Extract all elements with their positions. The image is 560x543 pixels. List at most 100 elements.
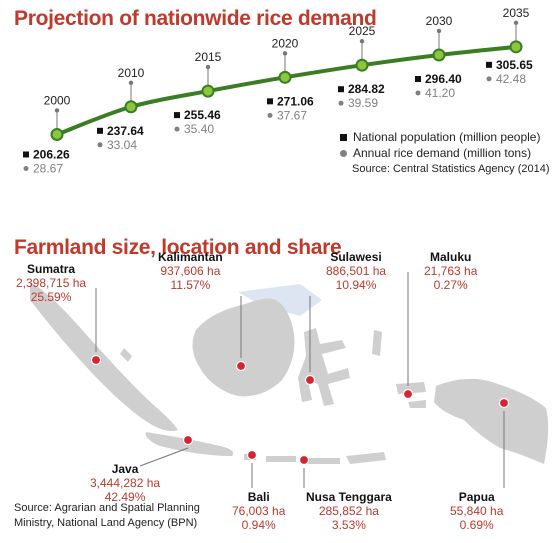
demand-marker	[267, 112, 273, 118]
data-point	[201, 84, 215, 98]
region-share: 10.94%	[335, 278, 377, 292]
demand-marker	[174, 126, 180, 132]
data-point	[509, 40, 523, 54]
demand-value: 35.40	[184, 122, 214, 136]
chart-source: Source: Central Statistics Agency (2014)	[352, 163, 550, 175]
indonesia-map	[30, 282, 549, 464]
demand-marker	[486, 76, 492, 82]
year-leader-dot	[436, 28, 442, 34]
data-point	[124, 100, 138, 114]
population-marker	[338, 86, 344, 93]
year-leader-dot	[282, 51, 288, 56]
map-title: Farmland size, location and share	[14, 236, 342, 259]
data-point	[355, 58, 369, 72]
data-point	[432, 48, 446, 62]
region-dot	[246, 449, 258, 461]
region-label: Maluku 21,763 ha 0.27%	[424, 250, 477, 292]
region-share: 0.94%	[241, 518, 276, 532]
population-value: 305.65	[496, 58, 533, 72]
year-leader-dot	[513, 20, 519, 26]
population-marker	[415, 75, 421, 82]
region-dot	[498, 397, 510, 409]
region-label: Sumatra 2,398,715 ha 25.59%	[16, 262, 86, 304]
dot-marker-icon	[340, 150, 347, 158]
year-label: 2030	[426, 14, 453, 28]
population-value: 296.40	[425, 72, 462, 86]
region-name: Maluku	[430, 250, 472, 264]
year-label: 2000	[44, 93, 71, 107]
year-leader-dot	[359, 39, 365, 44]
region-label: Papua 55,840 ha 0.69%	[450, 490, 503, 532]
region-label: Nusa Tenggara 285,852 ha 3.53%	[306, 490, 392, 532]
region-label: Bali 76,003 ha 0.94%	[232, 490, 285, 532]
legend-population: National population (million people)	[340, 130, 540, 144]
region-name: Papua	[458, 490, 495, 504]
demand-marker	[23, 165, 29, 171]
demand-value: 42.48	[496, 72, 526, 86]
square-marker-icon	[340, 134, 347, 142]
population-marker	[174, 112, 180, 119]
demand-value: 28.67	[33, 161, 63, 175]
population-marker	[267, 98, 273, 105]
sumatra-island	[30, 282, 178, 432]
map-leaders	[90, 272, 510, 488]
data-point	[278, 70, 292, 84]
year-leader-dot	[54, 108, 60, 113]
sumatra-islet	[120, 348, 132, 362]
region-name: Java	[111, 462, 139, 476]
legend-demand: Annual rice demand (million tons)	[340, 146, 531, 160]
population-marker	[486, 61, 492, 68]
year-label: 2025	[349, 24, 376, 38]
demand-marker	[338, 100, 344, 106]
region-share: 11.57%	[170, 278, 211, 292]
population-value: 206.26	[33, 147, 70, 161]
region-area: 937,606 ha	[160, 264, 221, 278]
demand-value: 37.67	[277, 108, 307, 122]
region-label: Kalimantan 937,606 ha 11.57%	[158, 250, 223, 292]
maluku-island	[408, 400, 426, 408]
year-leader-dot	[128, 80, 134, 86]
population-marker	[97, 127, 103, 134]
region-share: 25.59%	[30, 290, 72, 304]
year-label: 2020	[272, 36, 299, 50]
map-source-line-2: Ministry, National Land Agency (BPN)	[14, 517, 198, 529]
population-value: 255.46	[184, 108, 221, 122]
region-area: 886,501 ha	[326, 264, 387, 278]
maluku-island	[396, 382, 426, 394]
region-dot	[402, 388, 414, 400]
demand-value: 33.04	[107, 138, 137, 152]
region-area: 76,003 ha	[232, 504, 286, 518]
population-value: 237.64	[107, 124, 144, 138]
year-leader-dot	[205, 64, 211, 70]
region-leader-line	[139, 447, 189, 467]
legend-population-label: National population (million people)	[353, 130, 541, 144]
highlight-region	[238, 284, 322, 316]
region-area: 21,763 ha	[424, 264, 478, 278]
demand-value: 39.59	[348, 96, 378, 110]
kalimantan-island	[192, 298, 295, 397]
region-label: Java 3,444,282 ha 42.49%	[90, 462, 160, 504]
region-dot	[304, 374, 316, 386]
region-share: 3.53%	[331, 518, 366, 532]
region-name: Kalimantan	[158, 250, 223, 264]
chart-title: Projection of nationwide rice demand	[14, 7, 377, 30]
demand-value: 41.20	[425, 86, 455, 100]
population-value: 284.82	[348, 82, 385, 96]
legend-demand-label: Annual rice demand (million tons)	[353, 146, 532, 160]
data-point	[50, 127, 64, 141]
region-dot	[182, 434, 194, 446]
region-area: 285,852 ha	[318, 504, 379, 518]
region-dot	[298, 454, 310, 466]
region-name: Nusa Tenggara	[306, 490, 392, 504]
demand-marker	[97, 142, 103, 148]
population-value: 271.06	[277, 94, 314, 108]
region-area: 3,444,282 ha	[90, 476, 161, 490]
region-label: Sulawesi 886,501 ha 10.94%	[326, 250, 386, 292]
region-share: 0.27%	[433, 278, 468, 292]
region-area: 55,840 ha	[450, 504, 504, 518]
region-area: 2,398,715 ha	[16, 276, 87, 290]
year-label: 2015	[195, 50, 222, 64]
region-share: 42.49%	[104, 490, 146, 504]
map-source-line-1: Source: Agrarian and Spatial Planning	[14, 502, 200, 514]
